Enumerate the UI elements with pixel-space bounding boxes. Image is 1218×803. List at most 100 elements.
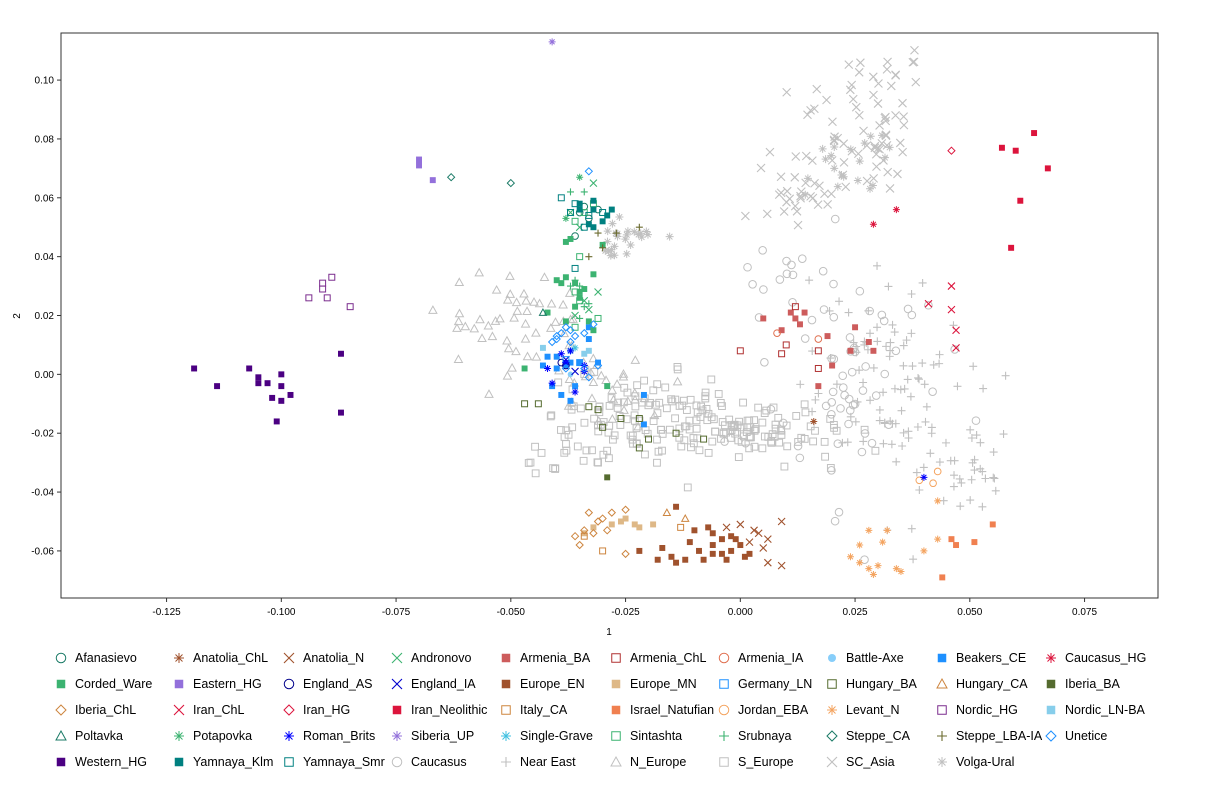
cloud-point [906,392,915,401]
point-iran-neolithic [998,144,1005,151]
cloud-point [855,286,865,296]
point-anatolia-n [754,529,763,538]
cloud-point [890,384,899,393]
series-steppe-lba-ia [585,223,643,261]
point-sintashta [594,314,602,322]
cloud-point [672,376,683,386]
cloud-point [603,227,612,236]
point-germany-ln [576,359,584,367]
legend-marker-icon [55,729,67,741]
cloud-point [776,188,786,198]
cloud-point [484,389,494,398]
cloud-point [990,474,999,483]
point-europe-en [709,550,716,557]
point-poltavka [538,308,548,316]
point-unetice [566,337,575,347]
legend-item-corded-ware: Corded_Ware [54,676,152,692]
cloud-point [847,367,857,377]
cloud-point [829,279,838,289]
cloud-point [806,106,815,115]
point-iran-hg [947,146,956,155]
point-armenia-chl [814,364,822,372]
point-levant-n [869,570,877,578]
point-beakers-ce [539,362,546,369]
cloud-point [855,366,864,375]
point-western-hg [278,397,285,404]
cloud-point [871,391,881,400]
cloud-point [596,370,607,380]
legend-label: Europe_EN [520,677,585,691]
cloud-point [866,396,875,405]
cloud-point [851,417,860,426]
legend-item-western-hg: Western_HG [54,754,147,770]
cloud-point [844,308,853,317]
point-sintashta [571,217,579,225]
point-jordan-eba [929,479,937,488]
point-europe-mn [650,521,657,528]
cloud-point [826,464,835,472]
cloud-point [853,397,862,406]
point-iberia-chl [589,529,598,538]
cloud-point [580,418,589,427]
point-iberia-chl [607,508,617,517]
y-axis-title: 2 [12,313,23,319]
cloud-point [859,126,868,136]
point-beakers-ce [585,336,592,343]
cloud-point [897,406,906,415]
point-levant-n [934,535,942,543]
legend-item-volga-ural: Volga-Ural [935,754,1014,770]
series-hungary-ba [521,400,708,452]
cloud-point [626,241,635,250]
point-yamnaya-klm [585,221,592,228]
cloud-point [740,211,750,221]
cloud-point [702,404,711,413]
cloud-point [747,433,755,442]
cloud-point [846,347,855,356]
cloud-point [821,401,831,411]
cloud-point [520,318,531,328]
x-tick-label: 0.000 [728,607,753,618]
cloud-point [821,155,830,164]
cloud-point [856,58,865,68]
cloud-point [717,434,725,443]
cloud-point [796,380,805,389]
cloud-point [637,233,646,242]
series-anatolia-n [722,517,786,570]
cloud-point [631,402,640,411]
legend-item-europe-mn: Europe_MN [609,676,697,692]
cloud-point [880,419,889,428]
cloud-point [726,434,735,442]
cloud-point [935,350,944,359]
cloud-point [950,345,960,354]
reference-population-clouds [428,45,1010,565]
cloud-point [633,381,641,390]
point-srubnaya [566,188,574,196]
cloud-point [607,245,616,254]
point-europe-en [705,524,712,531]
legend-item-levant-n: Levant_N [825,702,900,718]
cloud-s-europe [524,363,880,492]
point-corded-ware [558,280,565,287]
legend-item-eastern-hg: Eastern_HG [172,676,262,692]
point-caucasus-hg [892,206,900,214]
series-iran-neolithic [998,130,1051,251]
cloud-point [989,448,998,457]
point-andronovo [589,179,598,187]
point-yamnaya-klm [608,206,615,213]
cloud-point [630,416,639,425]
legend-item-s-europe: S_Europe [717,754,794,770]
cloud-point [495,313,505,323]
cloud-point [579,456,588,465]
point-unetice [584,167,594,176]
cloud-point [845,85,855,95]
point-europe-en [691,527,698,534]
point-armenia-ba [815,383,822,390]
cloud-point [902,336,911,345]
cloud-point [607,394,616,402]
cloud-point [689,434,698,442]
cloud-point [969,362,978,371]
cloud-point [453,354,464,364]
point-unetice [561,364,571,373]
point-iran-chl [947,282,956,290]
cloud-point [512,306,523,315]
